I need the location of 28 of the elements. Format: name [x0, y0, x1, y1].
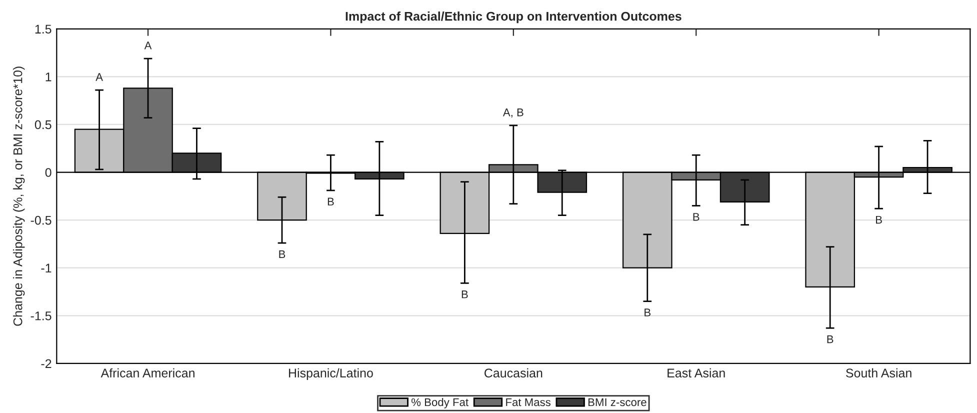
annotation: B: [462, 290, 468, 298]
y-tick-label: -2: [41, 359, 52, 368]
x-tick-label: South Asian: [846, 368, 912, 378]
annotation: B: [827, 335, 834, 344]
x-tick-label: African American: [100, 368, 194, 378]
y-axis-title: Change in Adiposity (%, kg, or BMI z-score*10): [13, 66, 25, 326]
annotation: B: [693, 213, 700, 221]
x-tick-label: Hispanic/Latino: [289, 368, 373, 380]
annotation: B: [644, 308, 651, 316]
y-tick-label: 0.5: [34, 120, 52, 130]
annotation: B: [876, 216, 882, 224]
x-tick-label: East Asian: [668, 368, 725, 378]
annotation: B: [279, 250, 286, 258]
annotation: A: [144, 42, 152, 50]
annotation: A, B: [502, 108, 524, 118]
y-tick-label: -1.5: [30, 312, 52, 320]
y-tick-label: 1: [46, 72, 52, 82]
y-tick-label: -0.5: [30, 216, 52, 225]
legend-label: % Body Fat: [412, 398, 468, 408]
annotation: B: [328, 198, 334, 206]
legend-label: Fat Mass: [506, 398, 550, 406]
annotation: A: [96, 73, 103, 81]
x-tick-label: Caucasian: [484, 368, 542, 378]
y-tick-label: -1: [41, 264, 52, 272]
chart-title: Impact of Racial/Ethnic Group on Intervention Outcomes: [346, 12, 682, 24]
legend-label: BMI z-score: [588, 398, 646, 406]
y-tick-label: 0: [45, 168, 52, 177]
y-tick-label: 1.5: [35, 24, 52, 34]
